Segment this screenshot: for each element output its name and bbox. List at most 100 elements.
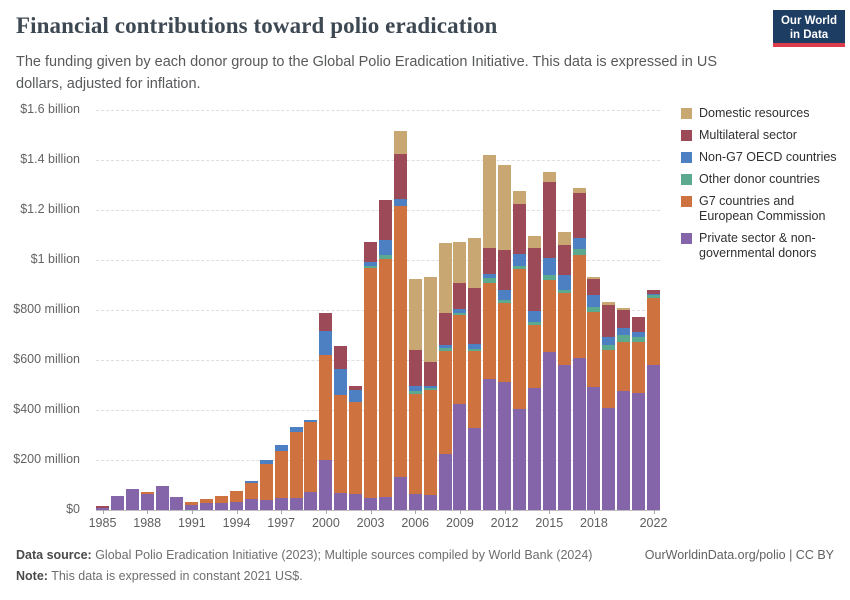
bar-2011[interactable]: [483, 155, 497, 510]
bar-segment[interactable]: [617, 390, 631, 510]
bar-segment[interactable]: [453, 403, 467, 510]
bar-segment[interactable]: [542, 351, 556, 510]
bar-segment[interactable]: [364, 268, 378, 499]
bar-segment[interactable]: [230, 501, 244, 510]
bar-1996[interactable]: [259, 460, 273, 510]
bar-segment[interactable]: [512, 269, 526, 410]
bar-2010[interactable]: [468, 237, 482, 510]
bar-segment[interactable]: [542, 280, 556, 352]
bar-segment[interactable]: [512, 190, 526, 205]
bar-segment[interactable]: [349, 386, 363, 391]
bar-segment[interactable]: [438, 351, 452, 454]
bar-segment[interactable]: [512, 409, 526, 510]
bar-segment[interactable]: [602, 350, 616, 409]
bar-segment[interactable]: [647, 293, 660, 295]
bar-2021[interactable]: [632, 316, 646, 510]
bar-segment[interactable]: [602, 301, 616, 305]
bar-segment[interactable]: [364, 266, 378, 269]
bar-1990[interactable]: [170, 497, 184, 510]
bar-segment[interactable]: [304, 420, 318, 422]
bar-2004[interactable]: [378, 200, 392, 510]
bar-segment[interactable]: [512, 254, 526, 266]
bar-segment[interactable]: [468, 348, 482, 351]
bar-segment[interactable]: [230, 491, 244, 502]
bar-segment[interactable]: [378, 258, 392, 497]
bar-segment[interactable]: [438, 453, 452, 510]
bar-2017[interactable]: [572, 188, 586, 510]
bar-segment[interactable]: [110, 496, 124, 510]
bar-segment[interactable]: [289, 431, 303, 498]
bar-segment[interactable]: [512, 204, 526, 255]
bar-segment[interactable]: [632, 393, 646, 510]
bar-segment[interactable]: [498, 249, 512, 290]
bar-segment[interactable]: [334, 346, 348, 369]
bar-segment[interactable]: [602, 408, 616, 510]
bar-segment[interactable]: [587, 306, 601, 312]
bar-segment[interactable]: [274, 498, 288, 510]
bar-segment[interactable]: [319, 330, 333, 355]
bar-segment[interactable]: [527, 310, 541, 322]
bar-segment[interactable]: [364, 498, 378, 510]
bar-2005[interactable]: [393, 131, 407, 510]
bar-segment[interactable]: [393, 476, 407, 510]
bar-segment[interactable]: [259, 460, 273, 464]
bar-segment[interactable]: [542, 171, 556, 182]
bar-2008[interactable]: [438, 242, 452, 510]
bar-2007[interactable]: [423, 277, 437, 510]
bar-segment[interactable]: [483, 273, 497, 278]
bar-segment[interactable]: [349, 401, 363, 494]
bar-segment[interactable]: [468, 350, 482, 429]
bar-segment[interactable]: [244, 481, 258, 483]
bar-segment[interactable]: [200, 502, 214, 510]
bar-segment[interactable]: [587, 279, 601, 295]
bar-segment[interactable]: [438, 347, 452, 352]
bar-segment[interactable]: [438, 312, 452, 345]
bar-segment[interactable]: [453, 309, 467, 313]
bar-segment[interactable]: [185, 501, 199, 505]
bar-segment[interactable]: [572, 238, 586, 250]
bar-segment[interactable]: [259, 464, 273, 500]
bar-2020[interactable]: [617, 307, 631, 510]
bar-segment[interactable]: [632, 316, 646, 332]
bar-segment[interactable]: [512, 265, 526, 270]
bar-segment[interactable]: [364, 242, 378, 263]
bar-1997[interactable]: [274, 445, 288, 510]
bar-1991[interactable]: [185, 501, 199, 510]
bar-segment[interactable]: [259, 499, 273, 510]
bar-segment[interactable]: [349, 494, 363, 510]
bar-segment[interactable]: [453, 315, 467, 404]
bar-segment[interactable]: [244, 483, 258, 500]
bar-segment[interactable]: [453, 313, 467, 315]
bar-segment[interactable]: [423, 277, 437, 363]
bar-segment[interactable]: [617, 310, 631, 329]
bar-segment[interactable]: [438, 242, 452, 313]
bar-segment[interactable]: [468, 237, 482, 288]
bar-segment[interactable]: [572, 193, 586, 239]
bar-1992[interactable]: [200, 498, 214, 510]
bar-segment[interactable]: [602, 305, 616, 337]
bar-segment[interactable]: [304, 421, 318, 492]
bar-segment[interactable]: [557, 245, 571, 275]
bar-2000[interactable]: [319, 312, 333, 510]
bar-2003[interactable]: [364, 242, 378, 510]
bar-segment[interactable]: [617, 328, 631, 335]
bar-segment[interactable]: [334, 493, 348, 510]
bar-segment[interactable]: [617, 307, 631, 310]
bar-segment[interactable]: [423, 362, 437, 386]
bar-segment[interactable]: [453, 283, 467, 310]
bar-segment[interactable]: [498, 299, 512, 303]
bar-segment[interactable]: [289, 498, 303, 510]
bar-segment[interactable]: [483, 155, 497, 248]
bar-segment[interactable]: [185, 504, 199, 510]
bar-segment[interactable]: [334, 368, 348, 395]
bar-2013[interactable]: [512, 190, 526, 510]
bar-2006[interactable]: [408, 278, 422, 510]
bar-segment[interactable]: [408, 494, 422, 510]
bar-segment[interactable]: [498, 381, 512, 510]
bar-segment[interactable]: [587, 295, 601, 307]
bar-1985[interactable]: [96, 505, 109, 510]
bar-segment[interactable]: [632, 331, 646, 337]
bar-segment[interactable]: [587, 311, 601, 387]
bar-segment[interactable]: [289, 426, 303, 432]
bar-segment[interactable]: [378, 200, 392, 241]
